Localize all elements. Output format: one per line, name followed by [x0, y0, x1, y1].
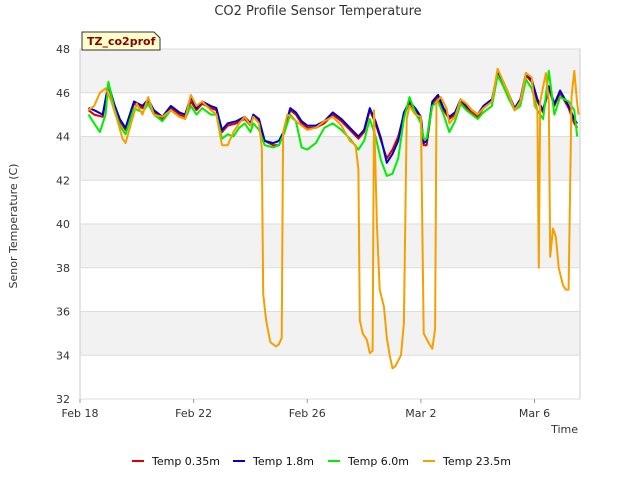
- chart-title: CO2 Profile Sensor Temperature: [214, 4, 421, 19]
- y-tick-label: 44: [56, 131, 70, 144]
- legend-label: Temp 23.5m: [442, 455, 511, 468]
- legend: Temp 0.35m Temp 1.8m Temp 6.0m Temp 23.5m: [132, 455, 511, 468]
- x-tick-label: Mar 2: [405, 407, 436, 420]
- x-axis-tick-labels: Feb 18 Feb 22 Feb 26 Mar 2 Mar 6: [62, 399, 550, 420]
- x-tick-label: Feb 26: [289, 407, 326, 420]
- y-tick-label: 46: [56, 87, 70, 100]
- y-tick-label: 32: [56, 393, 70, 406]
- site-badge-box: [81, 31, 161, 51]
- y-tick-label: 42: [56, 174, 70, 187]
- y-tick-label: 40: [56, 218, 70, 231]
- legend-item: Temp 1.8m: [233, 455, 314, 468]
- plot-background-bands: [80, 49, 580, 399]
- y-tick-label: 48: [56, 43, 70, 56]
- y-tick-label: 38: [56, 262, 70, 275]
- y-tick-label: 36: [56, 306, 70, 319]
- legend-label: Temp 0.35m: [151, 455, 220, 468]
- legend-label: Temp 6.0m: [347, 455, 409, 468]
- legend-item: Temp 6.0m: [328, 455, 409, 468]
- site-badge-label: TZ_co2prof: [87, 35, 156, 48]
- x-tick-label: Feb 18: [62, 407, 99, 420]
- band: [80, 355, 580, 399]
- legend-label: Temp 1.8m: [252, 455, 314, 468]
- band: [80, 311, 580, 356]
- gridlines: [80, 48, 580, 400]
- series-lines: [87, 67, 580, 370]
- x-tick-label: Mar 6: [519, 407, 550, 420]
- series-line-temp-23-5m: [87, 67, 580, 370]
- band: [80, 224, 580, 268]
- band: [80, 180, 580, 224]
- y-axis-label: Senor Temperature (C): [7, 164, 20, 289]
- band: [80, 267, 580, 312]
- y-tick-label: 34: [56, 349, 70, 362]
- site-badge: TZ_co2prof: [81, 31, 161, 51]
- legend-item: Temp 23.5m: [423, 455, 511, 468]
- x-tick-label: Feb 22: [175, 407, 212, 420]
- band: [80, 136, 580, 181]
- y-axis-tick-labels: 32 34 36 38 40 42 44 46 48: [56, 43, 70, 406]
- legend-item: Temp 0.35m: [132, 455, 220, 468]
- x-axis-label: Time: [550, 423, 578, 436]
